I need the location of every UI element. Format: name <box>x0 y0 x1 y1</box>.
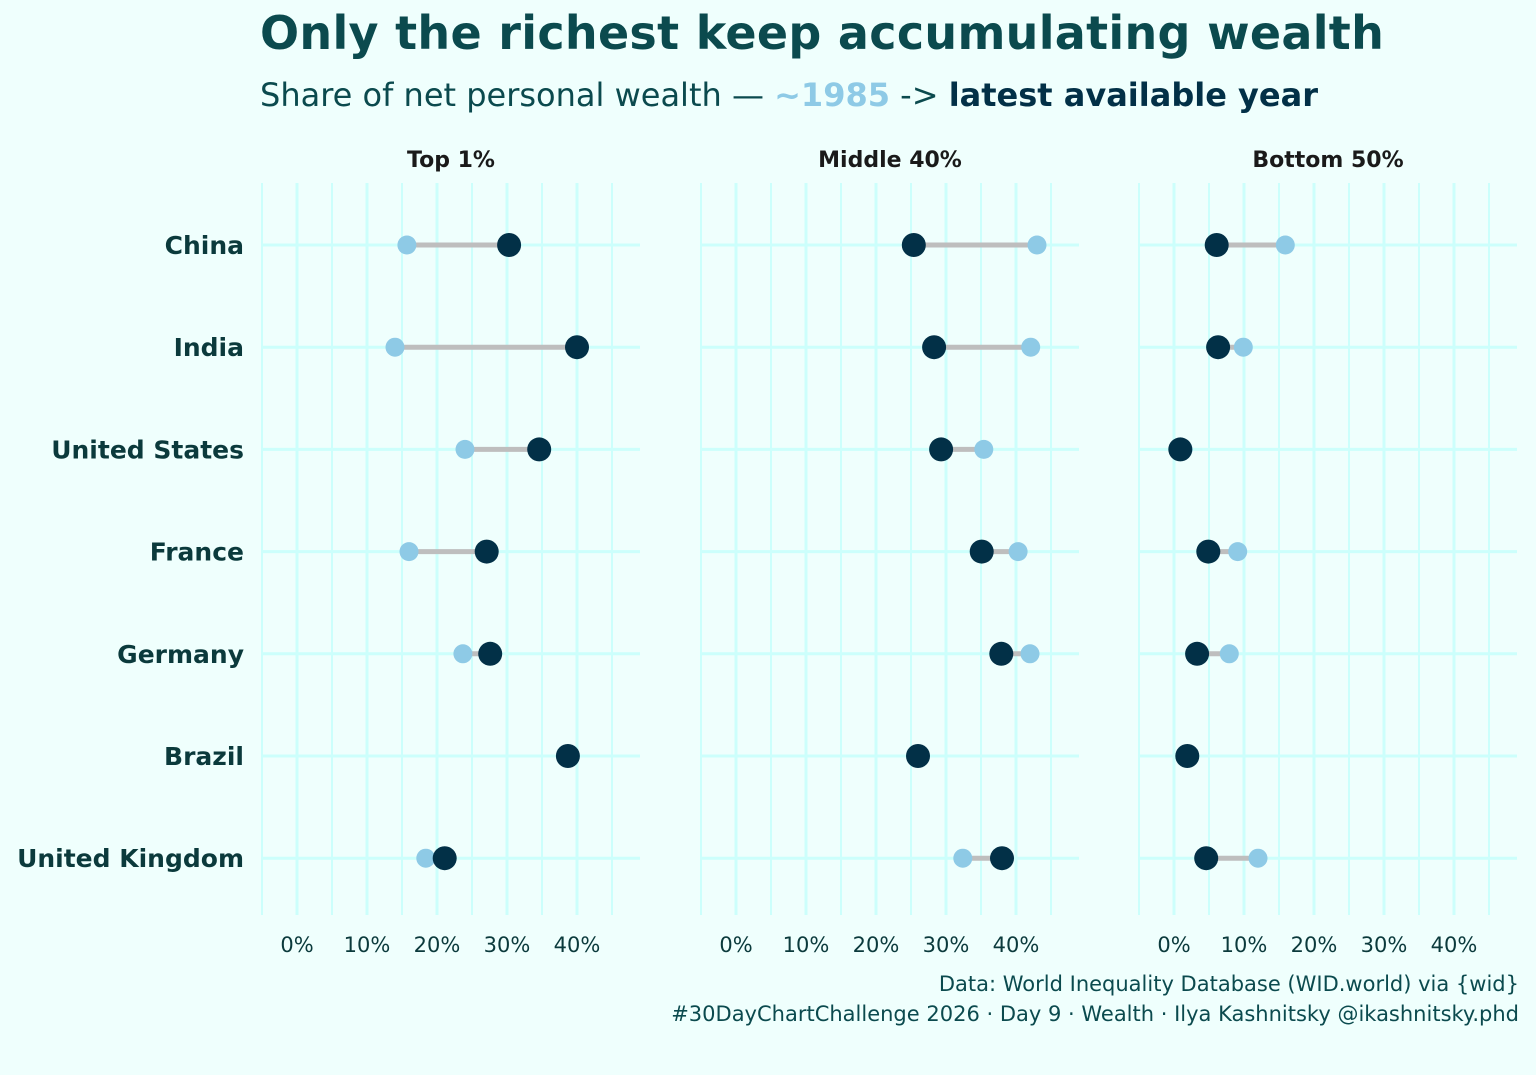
point-early <box>1228 542 1248 562</box>
point-early <box>397 235 417 255</box>
x-tick-label: 30% <box>484 933 531 957</box>
country-label: United Kingdom <box>17 844 244 873</box>
point-early <box>953 848 973 868</box>
point-early <box>1275 235 1295 255</box>
point-latest <box>929 437 954 462</box>
x-tick-label: 40% <box>1431 933 1478 957</box>
point-early <box>416 848 436 868</box>
point-early <box>1027 235 1047 255</box>
point-latest <box>1175 744 1200 768</box>
point-latest <box>1194 846 1219 871</box>
point-early <box>1233 337 1253 357</box>
point-latest <box>901 233 926 257</box>
chart-title: Only the richest keep accumulating wealt… <box>260 6 1385 60</box>
x-tick-label: 0% <box>1157 933 1190 957</box>
chart-subtitle: Share of net personal wealth — ~1985 -> … <box>260 76 1318 114</box>
panel-title: Top 1% <box>407 148 495 173</box>
x-tick-label: 30% <box>923 933 970 957</box>
point-early <box>399 542 419 562</box>
point-early <box>1248 848 1268 868</box>
x-tick-label: 40% <box>993 933 1040 957</box>
point-early <box>974 439 994 459</box>
point-early <box>1219 644 1239 664</box>
point-early <box>1020 644 1040 664</box>
panel-title: Middle 40% <box>818 148 962 173</box>
country-label: India <box>174 333 244 362</box>
x-tick-label: 10% <box>783 933 830 957</box>
x-tick-label: 20% <box>853 933 900 957</box>
x-tick-label: 0% <box>719 933 752 957</box>
point-latest <box>906 744 930 768</box>
x-tick-label: 40% <box>554 933 601 957</box>
panel-title: Bottom 50% <box>1252 148 1403 173</box>
point-latest <box>478 641 503 666</box>
x-tick-label: 30% <box>1361 933 1408 957</box>
point-latest <box>497 233 522 257</box>
point-latest <box>1185 641 1210 666</box>
x-tick-label: 10% <box>344 933 391 957</box>
caption-source: Data: World Inequality Database (WID.wor… <box>938 972 1519 996</box>
point-early <box>1021 337 1041 357</box>
country-label: Germany <box>117 640 244 669</box>
point-latest <box>1206 335 1231 360</box>
point-early <box>385 337 405 357</box>
subtitle-arrow: -> <box>889 76 949 114</box>
point-latest <box>555 744 580 768</box>
country-label: China <box>165 231 244 260</box>
caption-credits: #30DayChartChallenge 2026 · Day 9 · Weal… <box>671 1002 1519 1026</box>
subtitle-early-legend: ~1985 <box>774 76 890 114</box>
point-latest <box>432 846 457 871</box>
point-latest <box>989 641 1014 666</box>
point-latest <box>990 846 1014 871</box>
country-label: France <box>150 538 244 567</box>
subtitle-prefix: Share of net personal wealth — <box>260 76 775 114</box>
point-latest <box>1196 539 1221 564</box>
point-latest <box>527 437 552 462</box>
point-latest <box>565 335 589 360</box>
point-latest <box>1168 437 1193 462</box>
point-early <box>453 644 473 664</box>
point-latest <box>474 539 499 564</box>
x-tick-label: 10% <box>1221 933 1268 957</box>
point-latest <box>1204 233 1229 257</box>
country-label: United States <box>51 435 244 464</box>
country-label: Brazil <box>164 742 244 771</box>
x-tick-label: 20% <box>414 933 461 957</box>
x-tick-label: 0% <box>280 933 313 957</box>
point-latest <box>969 539 994 564</box>
point-early <box>455 439 475 459</box>
x-tick-label: 20% <box>1291 933 1338 957</box>
point-latest <box>922 335 947 360</box>
subtitle-late-legend: latest available year <box>948 76 1318 114</box>
point-early <box>1008 542 1028 562</box>
